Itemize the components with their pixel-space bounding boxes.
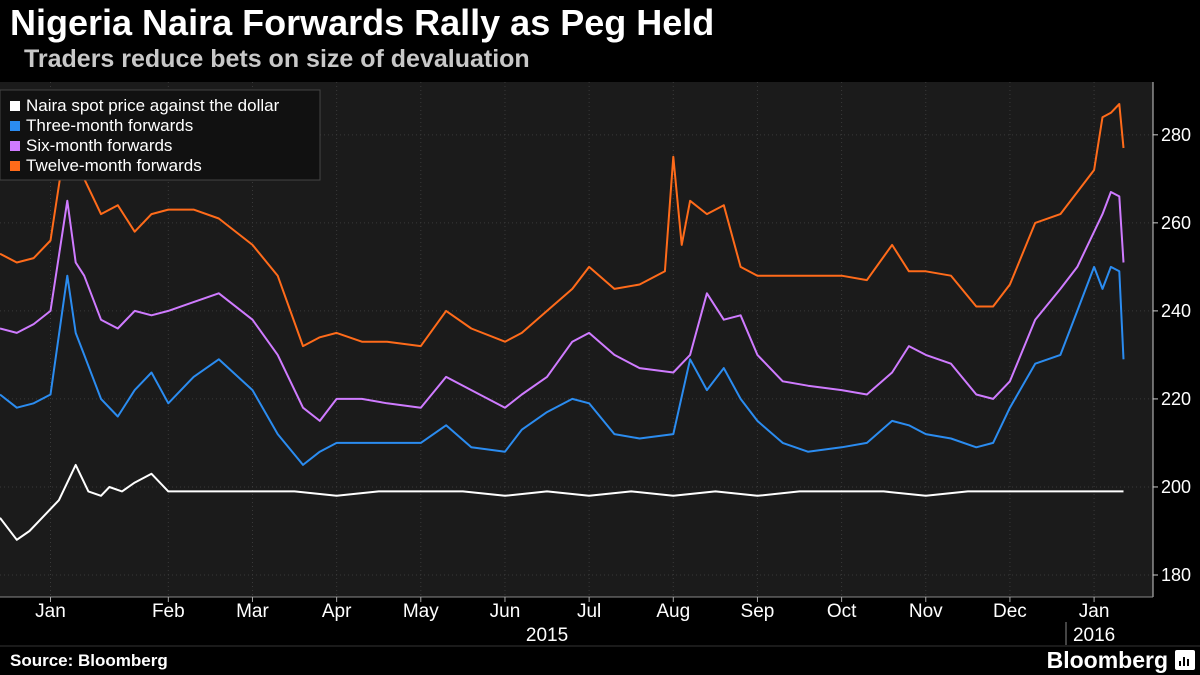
legend-swatch xyxy=(10,141,20,151)
y-tick-label: 220 xyxy=(1161,389,1191,409)
legend-label: Naira spot price against the dollar xyxy=(26,96,280,115)
chart-title: Nigeria Naira Forwards Rally as Peg Held xyxy=(10,2,715,43)
y-tick-label: 180 xyxy=(1161,565,1191,585)
x-tick-label: Sep xyxy=(741,601,775,622)
legend-label: Six-month forwards xyxy=(26,136,172,155)
x-tick-label: Jan xyxy=(1079,601,1110,622)
series-line-2 xyxy=(0,265,1125,466)
x-tick-label: Jan xyxy=(35,601,66,622)
legend-swatch xyxy=(10,101,20,111)
series-line-4 xyxy=(0,103,1125,348)
legend-swatch xyxy=(10,121,20,131)
source-note: Source: Bloomberg xyxy=(10,651,168,670)
x-tick-label: May xyxy=(403,601,439,622)
y-tick-label: 280 xyxy=(1161,125,1191,145)
x-tick-label: Mar xyxy=(236,601,269,622)
x-tick-label: Dec xyxy=(993,601,1027,622)
brand-logo: Bloomberg xyxy=(1046,647,1168,673)
legend-box xyxy=(0,89,321,181)
legend-label: Twelve-month forwards xyxy=(26,156,202,175)
x-tick-label: Oct xyxy=(827,601,857,622)
x-tick-label: Jun xyxy=(490,601,521,622)
y-tick-label: 260 xyxy=(1161,213,1191,233)
series-line-1 xyxy=(0,463,1124,541)
y-tick-label: 240 xyxy=(1161,301,1191,321)
x-tick-label: Apr xyxy=(322,601,352,622)
x-tick-label: Aug xyxy=(656,601,690,622)
legend-label: Three-month forwards xyxy=(26,116,193,135)
x-year-label: 2015 xyxy=(526,625,568,646)
x-tick-label: Nov xyxy=(909,601,943,622)
bar-chart-icon xyxy=(1175,650,1195,670)
x-year-label: 2016 xyxy=(1073,625,1115,646)
x-tick-label: Feb xyxy=(152,601,185,622)
chart-subtitle: Traders reduce bets on size of devaluati… xyxy=(24,45,530,73)
y-tick-label: 200 xyxy=(1161,477,1191,497)
x-tick-label: Jul xyxy=(577,601,601,622)
series-line-3 xyxy=(0,191,1125,422)
legend-swatch xyxy=(10,161,20,171)
